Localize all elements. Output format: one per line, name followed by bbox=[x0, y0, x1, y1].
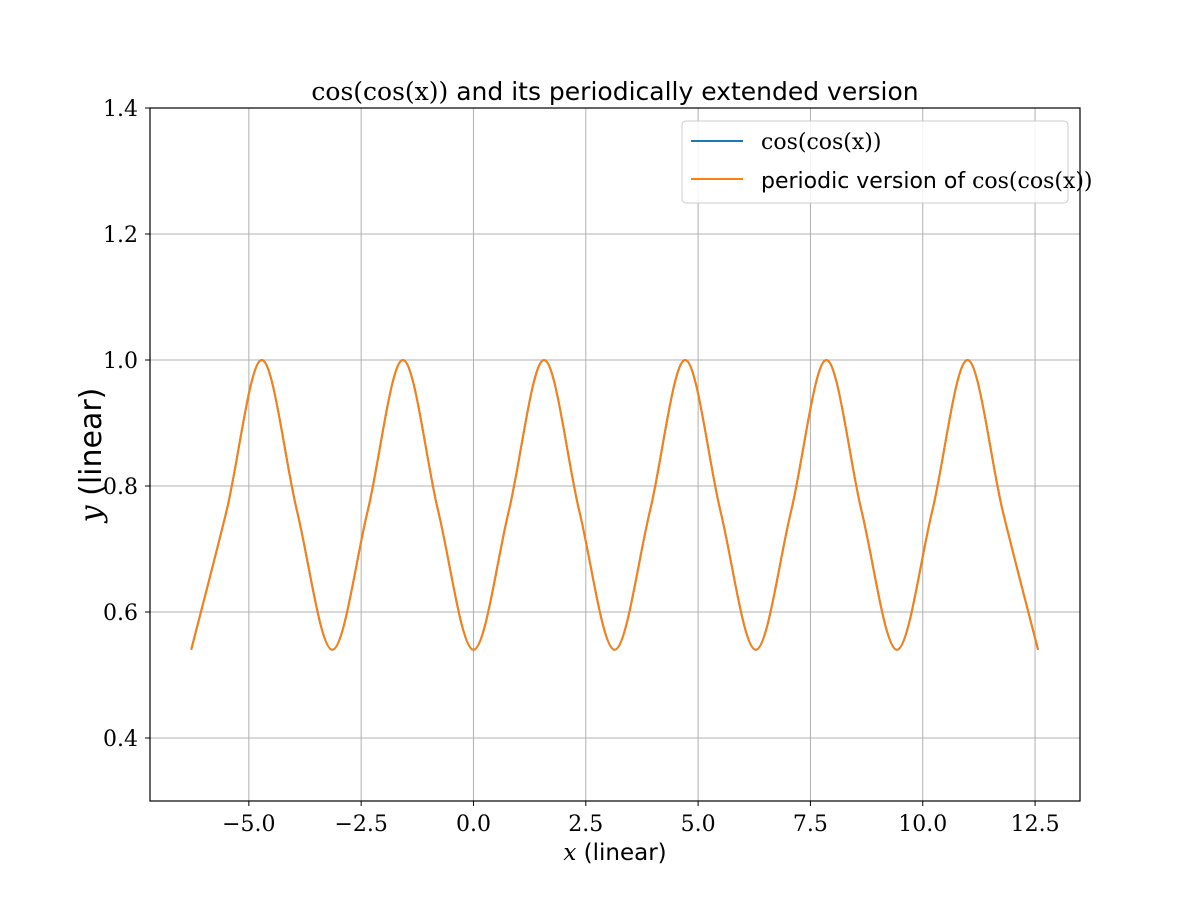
x-axis-label: x (linear) bbox=[563, 840, 666, 866]
y-tick-label: 1.4 bbox=[103, 97, 138, 122]
y-tick-label: 1.0 bbox=[103, 349, 138, 374]
x-tick-label: −2.5 bbox=[334, 812, 387, 837]
chart-title-text: and its periodically extended version bbox=[448, 77, 918, 106]
y-tick-label: 0.4 bbox=[103, 727, 138, 752]
series-group bbox=[190, 359, 1040, 651]
x-tick-label: −5.0 bbox=[222, 812, 275, 837]
y-ticks: 0.4 0.6 0.8 1.0 1.2 1.4 bbox=[103, 97, 150, 752]
x-ticks: −5.0 −2.5 0.0 2.5 5.0 7.5 10.0 12.5 bbox=[222, 801, 1060, 837]
y-tick-label: 0.6 bbox=[103, 601, 138, 626]
y-axis-label: y (linear) bbox=[74, 388, 109, 525]
chart-title: cos(cos(x)) and its periodically extende… bbox=[311, 77, 918, 106]
series-line-1 bbox=[190, 359, 1040, 651]
x-tick-label: 7.5 bbox=[793, 812, 828, 837]
y-axis-label-math: y bbox=[74, 504, 109, 524]
legend-label-periodic: periodic version of cos(cos(x)) bbox=[761, 169, 1093, 194]
x-axis-label-math: x bbox=[563, 840, 576, 866]
legend-label-periodic-math: cos(cos(x)) bbox=[972, 169, 1092, 194]
x-tick-label: 2.5 bbox=[568, 812, 603, 837]
legend-box bbox=[681, 120, 1069, 204]
legend-label-periodic-text: periodic version of bbox=[761, 169, 972, 194]
y-axis-label-text: (linear) bbox=[74, 388, 109, 506]
y-tick-label: 0.8 bbox=[103, 475, 138, 500]
x-tick-label: 5.0 bbox=[681, 812, 716, 837]
x-axis-label-text: (linear) bbox=[576, 840, 666, 866]
axes-frame bbox=[149, 107, 1081, 802]
y-tick-label: 1.2 bbox=[103, 223, 138, 248]
x-tick-label: 10.0 bbox=[898, 812, 947, 837]
legend-label-cos-cos-math: cos(cos(x)) bbox=[761, 130, 881, 155]
legend: cos(cos(x)) periodic version of cos(cos(… bbox=[681, 120, 1093, 204]
chart-title-math: cos(cos(x)) bbox=[311, 77, 448, 106]
x-tick-label: 12.5 bbox=[1011, 812, 1060, 837]
x-tick-label: 0.0 bbox=[456, 812, 491, 837]
legend-label-cos-cos: cos(cos(x)) bbox=[761, 130, 881, 155]
